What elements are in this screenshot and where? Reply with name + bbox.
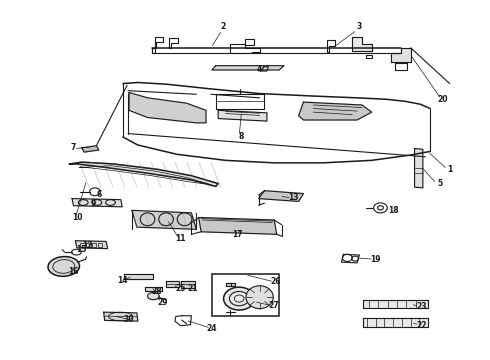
- Bar: [86, 243, 91, 247]
- Bar: [98, 243, 102, 247]
- Text: 28: 28: [151, 287, 162, 296]
- Polygon shape: [145, 287, 162, 292]
- Text: 1: 1: [447, 165, 452, 174]
- Text: 3: 3: [357, 22, 362, 31]
- Polygon shape: [259, 191, 303, 202]
- Text: 12: 12: [82, 240, 93, 249]
- Polygon shape: [415, 149, 423, 188]
- Text: 9: 9: [90, 199, 96, 208]
- Bar: [92, 243, 97, 247]
- Text: 14: 14: [117, 276, 127, 285]
- Polygon shape: [298, 102, 372, 120]
- Text: 15: 15: [76, 245, 87, 254]
- Text: 30: 30: [124, 315, 134, 324]
- Polygon shape: [352, 37, 372, 51]
- Text: 6: 6: [96, 190, 101, 199]
- Polygon shape: [218, 111, 267, 121]
- Text: 19: 19: [370, 255, 381, 264]
- Polygon shape: [363, 318, 428, 327]
- Text: 25: 25: [175, 284, 186, 293]
- Text: 10: 10: [72, 213, 82, 222]
- Text: 22: 22: [416, 320, 427, 329]
- Text: 7: 7: [71, 143, 76, 152]
- Ellipse shape: [48, 257, 79, 276]
- Polygon shape: [226, 283, 235, 287]
- Text: 8: 8: [239, 131, 244, 140]
- Ellipse shape: [147, 293, 159, 300]
- Polygon shape: [75, 241, 108, 249]
- Ellipse shape: [223, 287, 255, 310]
- Text: 18: 18: [388, 206, 399, 215]
- Text: 5: 5: [438, 179, 442, 188]
- Polygon shape: [70, 162, 218, 186]
- Text: 20: 20: [438, 95, 448, 104]
- Text: 24: 24: [207, 324, 217, 333]
- Bar: [80, 243, 85, 247]
- Polygon shape: [82, 146, 99, 152]
- Polygon shape: [199, 217, 277, 234]
- Polygon shape: [212, 66, 284, 70]
- Text: 13: 13: [289, 193, 299, 202]
- Ellipse shape: [246, 286, 273, 309]
- Text: 27: 27: [268, 301, 279, 310]
- Polygon shape: [129, 93, 206, 123]
- Text: 11: 11: [175, 234, 186, 243]
- Text: 29: 29: [157, 298, 168, 307]
- Text: 17: 17: [232, 230, 243, 239]
- Polygon shape: [124, 274, 153, 279]
- Text: 23: 23: [416, 302, 427, 311]
- Text: 16: 16: [68, 267, 79, 276]
- Polygon shape: [391, 48, 411, 62]
- Polygon shape: [132, 210, 196, 229]
- Text: 2: 2: [220, 22, 226, 31]
- Polygon shape: [104, 312, 138, 321]
- Polygon shape: [363, 300, 428, 308]
- Polygon shape: [181, 281, 196, 288]
- Text: 26: 26: [270, 277, 281, 286]
- Text: 4: 4: [257, 65, 262, 74]
- Polygon shape: [166, 281, 179, 287]
- Bar: [212, 274, 279, 316]
- Text: 21: 21: [188, 284, 198, 293]
- Polygon shape: [72, 199, 122, 207]
